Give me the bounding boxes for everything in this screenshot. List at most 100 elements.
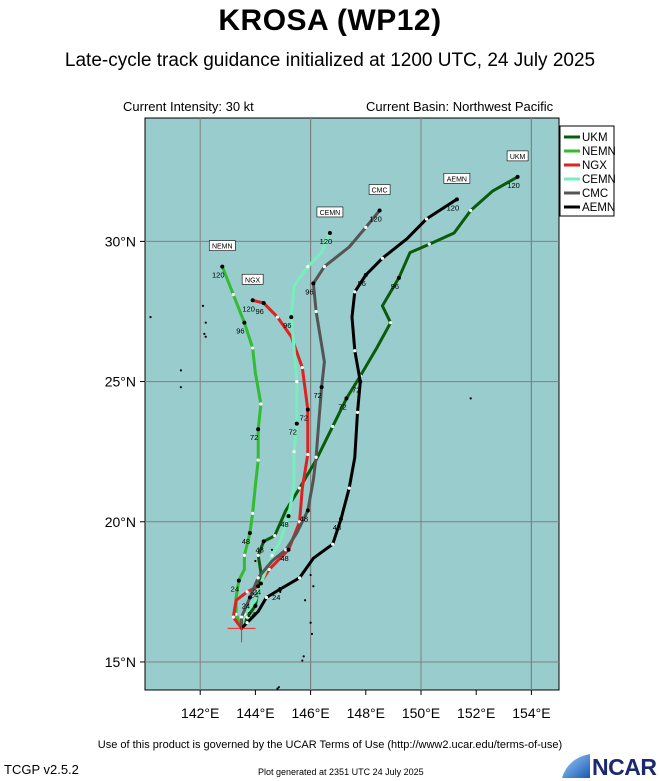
island <box>469 397 472 400</box>
island <box>149 315 152 319</box>
forecast-hour-label: 96 <box>283 321 291 330</box>
forecast-hour-label: 96 <box>358 279 366 288</box>
island <box>302 655 305 658</box>
forecast-hour-label: 120 <box>320 237 333 246</box>
forecast-dot <box>319 385 324 390</box>
forecast-hour-label: 120 <box>507 181 520 190</box>
island <box>277 686 280 689</box>
forecast-dot <box>311 281 316 286</box>
forecast-hour-label: 96 <box>305 287 313 296</box>
track-point <box>353 349 357 353</box>
track-point <box>297 576 302 580</box>
x-tick-label: 148°E <box>347 705 385 721</box>
forecast-hour-label: 72 <box>300 414 308 423</box>
forecast-hour-label: 24 <box>231 585 239 594</box>
track-aemn <box>240 197 459 630</box>
terms-of-use: Use of this product is governed by the U… <box>97 739 563 751</box>
map-islands <box>149 304 472 690</box>
track-point <box>314 455 318 459</box>
legend: UKM NEMN NGX CEMN CMC AEMN <box>559 125 616 217</box>
island <box>279 590 282 593</box>
forecast-hour-label: 24 <box>272 593 280 602</box>
forecast-dot <box>256 427 261 432</box>
forecast-hour-label: 24 <box>242 601 250 610</box>
end-tag-label: UKM <box>510 154 526 161</box>
ncar-logo: NCAR <box>592 754 657 780</box>
forecast-dot <box>220 264 225 269</box>
island <box>276 687 279 690</box>
forecast-dot <box>247 530 252 535</box>
map-grid <box>145 118 559 690</box>
forecast-hour-label: 48 <box>300 515 308 524</box>
forecast-dot <box>286 547 291 552</box>
x-tick-label: 154°E <box>512 705 550 721</box>
island <box>270 548 274 551</box>
forecast-hour-label: 120 <box>242 304 255 313</box>
y-tick-label: 30°N <box>105 233 136 249</box>
track-point <box>259 402 263 406</box>
track-point <box>353 290 357 294</box>
track-point <box>284 548 288 552</box>
track-point <box>256 553 260 558</box>
forecast-hour-label: 96 <box>256 307 264 316</box>
model-end-tags: UKM NEMN NGX CEMN CMC AEMN <box>208 150 529 285</box>
track-point <box>267 567 271 572</box>
end-tag-box <box>241 273 264 285</box>
track-point <box>300 365 304 370</box>
island <box>301 659 304 662</box>
version-label: TCGP v2.5.2 <box>4 762 79 777</box>
track-point <box>273 534 277 538</box>
track-ngx <box>231 298 310 630</box>
forecast-dot <box>454 197 459 202</box>
forecast-dot <box>261 539 266 544</box>
forecast-dot <box>261 301 266 306</box>
legend-box <box>559 125 615 217</box>
legend-label-aemn: AEMN <box>582 202 615 214</box>
end-tag-box <box>208 240 236 251</box>
forecast-dot <box>377 208 382 213</box>
forecast-dot <box>338 516 343 521</box>
island <box>254 559 257 563</box>
legend-label-cmc: CMC <box>582 188 608 200</box>
forecast-dot <box>358 379 363 384</box>
forecast-hour-label: 24 <box>250 590 258 599</box>
legend-label-ngx: NGX <box>582 160 607 172</box>
track-point <box>245 615 249 619</box>
forecast-dot <box>286 514 291 519</box>
track-point <box>306 452 310 457</box>
forecast-hour-label: 48 <box>280 520 288 529</box>
forecast-hour-label: 96 <box>391 282 399 291</box>
forecast-dot <box>305 407 310 412</box>
track-point <box>245 621 249 625</box>
end-tag-box <box>368 184 391 195</box>
forecast-hour-label: 120 <box>447 203 460 212</box>
track-point <box>389 321 393 325</box>
axis-labels: 142°E 144°E 146°E 148°E 150°E 152°E 154°E 15°N 2… <box>105 233 551 721</box>
forecast-dot <box>242 320 247 325</box>
island <box>312 585 315 588</box>
island <box>201 304 205 307</box>
track-point <box>242 553 246 558</box>
end-tag-box <box>506 150 529 162</box>
x-tick-label: 144°E <box>236 705 274 721</box>
track-point <box>314 309 318 314</box>
x-tick-label: 146°E <box>291 705 329 721</box>
forecast-dot <box>305 508 310 513</box>
track-point <box>424 217 429 221</box>
track-point <box>275 315 280 319</box>
forecast-dot <box>515 174 520 179</box>
forecast-hour-label: 72 <box>250 433 258 442</box>
end-tag-label: NGX <box>245 277 261 284</box>
forecast-dot <box>256 584 261 589</box>
y-tick-label: 15°N <box>105 654 136 670</box>
track-point <box>256 576 260 580</box>
forecast-dot <box>258 581 263 586</box>
forecast-dot <box>289 315 294 320</box>
end-tag-label: CMC <box>372 188 388 195</box>
track-point <box>469 208 473 213</box>
end-tag-label: NEMN <box>212 244 233 251</box>
track-point <box>364 225 368 229</box>
track-point <box>306 265 310 269</box>
track-point <box>231 615 235 619</box>
forecast-dot <box>396 275 401 280</box>
